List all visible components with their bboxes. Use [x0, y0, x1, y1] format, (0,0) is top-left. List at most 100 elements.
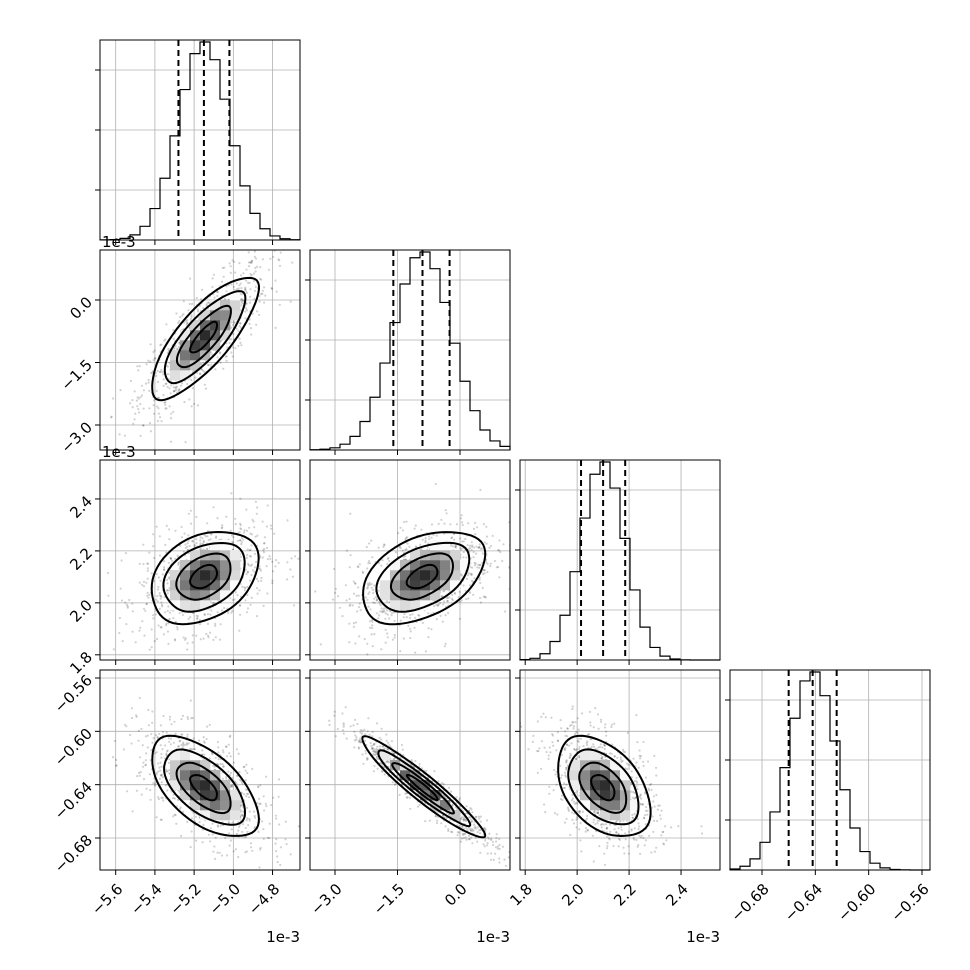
density-cell	[210, 310, 221, 321]
density-cell	[230, 810, 241, 821]
density-cell	[180, 770, 191, 781]
density-cell	[180, 590, 191, 601]
contour-3-2-2	[567, 748, 640, 826]
contour-2-1-3	[362, 531, 487, 626]
density-cell	[390, 600, 401, 611]
density-cell	[220, 320, 231, 331]
density-cell	[190, 350, 201, 361]
density-cell	[420, 570, 431, 581]
x-offset-label-2: 1e-3	[686, 928, 720, 946]
density-cell	[390, 580, 401, 591]
density-cell	[440, 540, 451, 551]
density-cell	[590, 790, 601, 801]
density-cell	[590, 760, 601, 771]
panel-frame-3-1	[309, 669, 511, 871]
contour-3-0-1	[175, 761, 232, 815]
density-cell	[210, 780, 221, 791]
density-cell	[190, 790, 201, 801]
histogram-3	[729, 671, 931, 871]
density-cell	[380, 580, 391, 591]
density-cell	[400, 600, 411, 611]
density-cell	[380, 590, 391, 601]
x-tick-label-3-2: −0.60	[834, 880, 879, 925]
density-cell	[200, 800, 211, 811]
density-cell	[600, 760, 611, 771]
histogram-2	[519, 461, 721, 661]
density-cell	[190, 330, 201, 341]
density-cell	[230, 570, 241, 581]
x-tick-label-1-1: −1.5	[370, 880, 408, 918]
density-cell	[180, 330, 191, 341]
density-cell	[200, 600, 211, 611]
density-cell	[200, 780, 211, 791]
density-cell	[450, 560, 461, 571]
density-cell	[220, 560, 231, 571]
density-cell	[410, 560, 421, 571]
density-cell	[220, 310, 231, 321]
contour-2-0-1	[175, 552, 232, 601]
density-cell	[170, 780, 181, 791]
density-cell	[570, 760, 581, 771]
density-cell	[190, 760, 201, 771]
density-cell	[210, 790, 221, 801]
y-tick-label-1-2: 0.0	[66, 293, 96, 323]
contour-2-1-1	[389, 552, 455, 601]
contour-3-0-2	[163, 748, 247, 826]
panel-0-0	[95, 39, 301, 245]
panel-2-2	[515, 459, 721, 665]
density-cell	[200, 810, 211, 821]
density-cell	[430, 590, 441, 601]
density-cell	[590, 780, 601, 791]
density-cell	[610, 760, 621, 771]
x-offset-label-0: 1e-3	[266, 928, 300, 946]
contour-2-0-0	[189, 563, 218, 590]
contour-2-0-2	[162, 541, 246, 613]
density-cell	[200, 570, 211, 581]
panel-frame-2-0	[99, 459, 301, 661]
panel-frame-2-1	[309, 459, 511, 661]
density-cell	[390, 760, 401, 771]
density-cell	[420, 790, 431, 801]
panel-3-3: −0.68 −0.64 −0.60 −0.56	[725, 669, 933, 925]
density-cell	[200, 760, 211, 771]
density-cell	[620, 770, 631, 781]
density-cell	[380, 750, 391, 761]
density-cell	[170, 580, 181, 591]
density-cell	[210, 560, 221, 571]
density-cell	[220, 810, 231, 821]
y-tick-label-1-1: −1.5	[58, 356, 96, 394]
density-cell	[430, 550, 441, 561]
density-cell	[410, 600, 421, 611]
density-cell	[170, 590, 181, 601]
density-cell	[190, 780, 201, 791]
histogram-1	[309, 251, 511, 451]
panel-1-0: −3.0 −1.5 0.0 1e-3	[58, 233, 301, 457]
x-tick-label-3-3: −0.56	[888, 880, 933, 925]
density-cell	[210, 320, 221, 331]
panel-frame-0-0	[99, 39, 301, 241]
y-tick-label-1-0: −3.0	[58, 418, 96, 456]
x-offset-label-1: 1e-3	[476, 928, 510, 946]
density-cell	[210, 590, 221, 601]
x-tick-label-0-3: −5.0	[206, 880, 244, 918]
contour-3-2-3	[557, 734, 652, 838]
x-tick-label-2-1: 2.0	[558, 880, 588, 910]
density-cell	[210, 570, 221, 581]
panel-frame-3-0	[99, 669, 301, 871]
density-cell	[170, 770, 181, 781]
density-cell	[180, 580, 191, 591]
x-tick-label-0-2: −5.2	[166, 880, 204, 918]
density-cell	[180, 780, 191, 791]
density-cell	[180, 750, 191, 761]
contour-3-0-0	[189, 774, 218, 802]
density-cell	[440, 800, 451, 811]
x-tick-label-0-0: −5.6	[88, 880, 126, 918]
density-cell	[380, 570, 391, 581]
density-cell	[220, 330, 231, 341]
panel-2-0: 1.82.02.22.41e-3	[66, 443, 301, 678]
density-cell	[410, 570, 421, 581]
contour-3-1-3	[361, 735, 487, 839]
density-cell	[400, 590, 411, 601]
scatter-2-1	[314, 482, 510, 656]
y-offset-label-1: 1e-3	[102, 233, 136, 251]
